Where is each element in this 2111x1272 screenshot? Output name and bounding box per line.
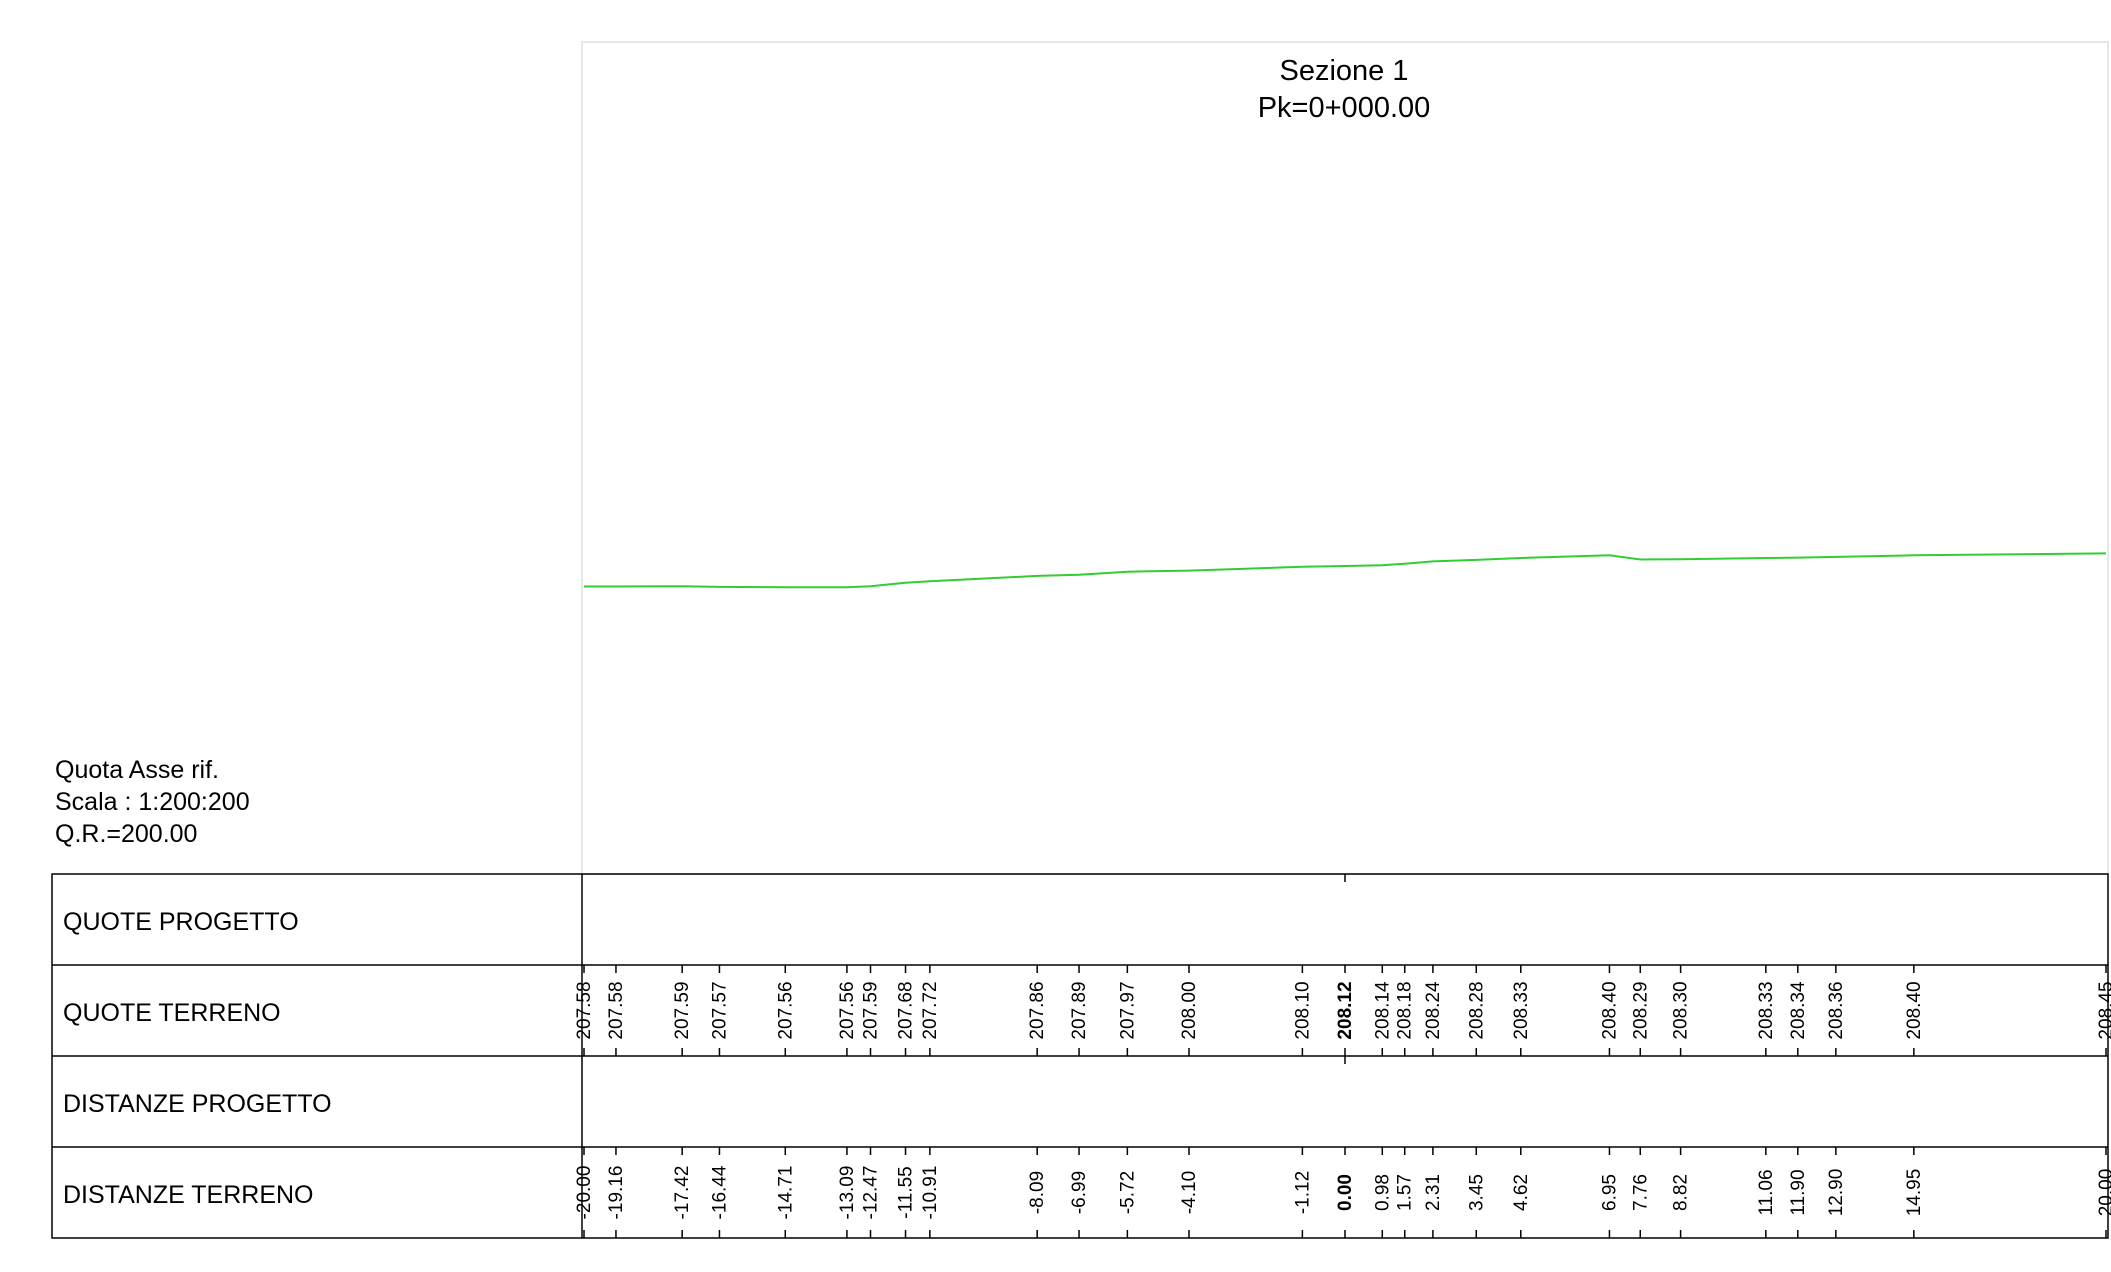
distanza-terreno-label: -4.10 (1179, 1171, 1200, 1214)
distanza-terreno-label: 14.95 (1904, 1169, 1925, 1217)
quota-terreno-label: 207.58 (606, 981, 627, 1039)
distanza-terreno-label: -14.71 (775, 1166, 796, 1220)
viewport-frame (581, 41, 2109, 875)
quota-terreno-label: 207.97 (1117, 981, 1138, 1039)
row-label-distanze-progetto: DISTANZE PROGETTO (63, 1090, 332, 1118)
quota-terreno-label: 208.14 (1372, 981, 1393, 1040)
distanza-terreno-label: 20.00 (2096, 1169, 2111, 1217)
row-label-quote-progetto: QUOTE PROGETTO (63, 908, 299, 936)
distanza-terreno-label: -17.42 (672, 1166, 693, 1220)
quota-terreno-label: 208.33 (1511, 981, 1532, 1039)
distanza-terreno-label: -16.44 (709, 1165, 730, 1219)
quota-terreno-label: 207.58 (574, 981, 595, 1039)
distanza-terreno-label: -13.09 (837, 1166, 858, 1220)
distanza-terreno-label: 6.95 (1599, 1174, 1620, 1211)
distanza-terreno-label: 12.90 (1826, 1169, 1847, 1217)
distanza-terreno-label: 11.90 (1788, 1169, 1809, 1215)
quota-terreno-label: 208.34 (1788, 981, 1809, 1040)
quota-terreno-label: 208.29 (1630, 981, 1651, 1039)
distanza-terreno-label: 0.98 (1372, 1174, 1393, 1211)
info-qr: Q.R.=200.00 (55, 820, 197, 848)
quota-terreno-label: 208.10 (1292, 981, 1313, 1039)
row-label-quote-terreno: QUOTE TERRENO (63, 999, 281, 1027)
distanza-terreno-label: -19.16 (606, 1166, 627, 1220)
section-pk: Pk=0+000.00 (1258, 92, 1431, 124)
distanza-terreno-label: 11.06 (1756, 1169, 1777, 1215)
distanza-terreno-label: 0.00 (1335, 1174, 1356, 1211)
info-quota: Quota Asse rif. (55, 756, 219, 784)
quota-terreno-label: 208.40 (1904, 981, 1925, 1039)
distanza-terreno-label: 2.31 (1423, 1174, 1444, 1211)
quota-terreno-label: 208.36 (1826, 981, 1847, 1039)
quote-terreno-labels: 207.58 207.58 207.59 207.57 207.56 207.56 207.… (574, 965, 2111, 1056)
quota-terreno-label: 207.72 (920, 981, 941, 1039)
quota-terreno-label: 207.57 (709, 981, 730, 1039)
distanza-terreno-label: -6.99 (1069, 1171, 1090, 1214)
info-scala: Scala : 1:200:200 (55, 788, 250, 816)
distanza-terreno-label: -12.47 (861, 1166, 882, 1220)
quota-terreno-label: 207.86 (1027, 981, 1048, 1039)
quota-terreno-label: 208.30 (1671, 981, 1692, 1039)
quota-terreno-label: 207.68 (896, 981, 917, 1039)
distanza-terreno-label: 1.57 (1395, 1174, 1416, 1211)
quota-terreno-label: 207.59 (861, 981, 882, 1039)
quota-terreno-label: 208.24 (1423, 981, 1444, 1040)
quota-terreno-label: 207.56 (775, 981, 796, 1039)
row-label-distanze-terreno: DISTANZE TERRENO (63, 1181, 314, 1209)
quota-terreno-label: 208.45 (2096, 981, 2111, 1039)
quota-terreno-label: 208.33 (1756, 981, 1777, 1039)
section-title: Sezione 1 (1280, 55, 1409, 87)
distanza-terreno-label: 7.76 (1630, 1174, 1651, 1211)
quota-terreno-label: 207.56 (837, 981, 858, 1039)
distanza-terreno-label: -5.72 (1117, 1171, 1138, 1214)
quota-terreno-label: 207.59 (672, 981, 693, 1039)
distanza-terreno-label: 8.82 (1671, 1174, 1692, 1211)
quota-terreno-label: 208.00 (1179, 981, 1200, 1039)
quota-terreno-label: 208.12 (1335, 981, 1356, 1039)
distanza-terreno-label: -8.09 (1027, 1171, 1048, 1214)
terrain-profile-line (584, 552, 2107, 589)
distanza-terreno-label: -10.91 (920, 1166, 941, 1220)
distanza-terreno-label: -11.55 (896, 1166, 917, 1218)
distanza-terreno-label: 4.62 (1511, 1174, 1532, 1211)
quota-terreno-label: 207.89 (1069, 981, 1090, 1039)
distanza-terreno-label: -20.00 (574, 1166, 595, 1220)
distanza-terreno-label: -1.12 (1292, 1171, 1313, 1214)
distanza-terreno-label: 3.45 (1466, 1174, 1487, 1211)
quota-terreno-label: 208.28 (1466, 981, 1487, 1039)
distanze-terreno-labels: -20.00 -19.16 -17.42 -16.44 -14.71 -13.09 -12.… (574, 1147, 2111, 1238)
quota-terreno-label: 208.40 (1599, 981, 1620, 1039)
quota-terreno-label: 208.18 (1395, 981, 1416, 1039)
